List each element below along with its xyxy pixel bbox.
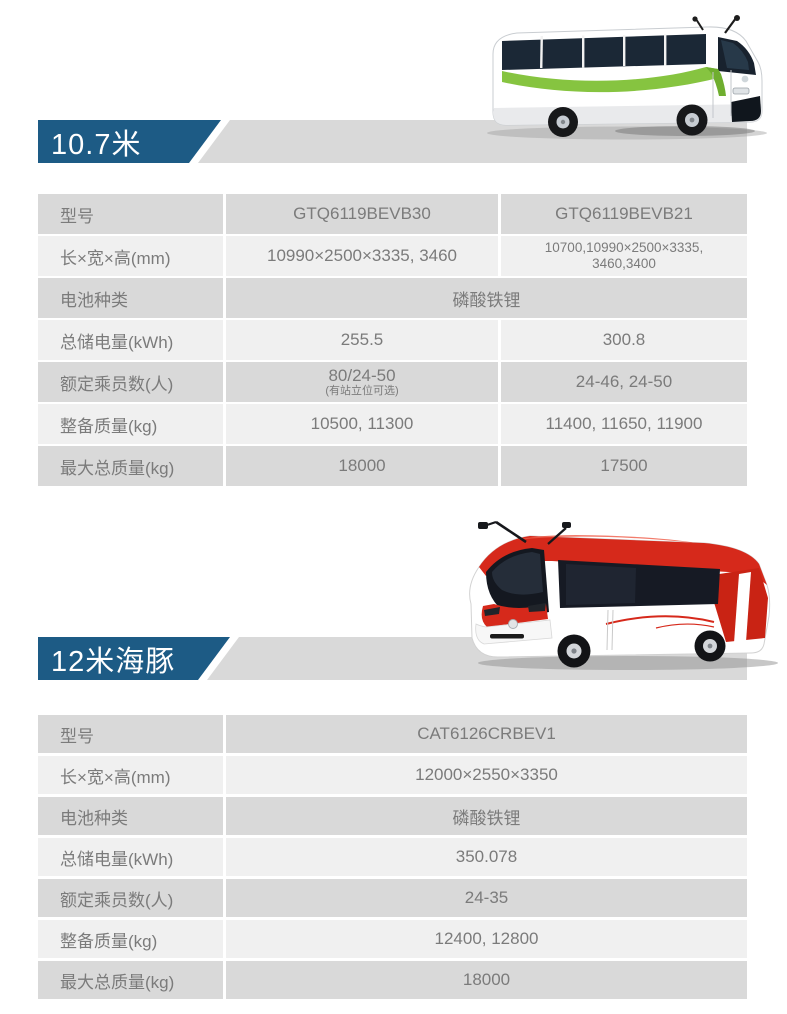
section-badge-12m: 12米海豚	[38, 637, 230, 680]
passengers-1-main: 80/24-50	[328, 365, 396, 385]
dimensions-2-value: 10700,10990×2500×3335, 3460,3400	[501, 236, 747, 276]
battery-type-value: 磷酸铁锂	[226, 797, 747, 835]
section-badge-10-7m: 10.7米	[38, 120, 221, 163]
row-label: 整备质量(kg)	[38, 920, 223, 958]
section-badge-label: 12米海豚	[51, 645, 176, 678]
model-1-value: GTQ6119BEVB30	[226, 194, 498, 234]
passengers-1-note: (有站立位可选)	[325, 385, 399, 398]
gross-weight-value: 18000	[226, 961, 747, 999]
table-row-passengers: 额定乘员数(人) 24-35	[38, 879, 747, 917]
battery-type-value: 磷酸铁锂	[226, 278, 747, 318]
row-label: 电池种类	[38, 797, 223, 835]
passengers-value: 24-35	[226, 879, 747, 917]
energy-1-value: 255.5	[226, 320, 498, 360]
dimensions-value: 12000×2550×3350	[226, 756, 747, 794]
energy-value: 350.078	[226, 838, 747, 876]
table-row-battery-type: 电池种类 磷酸铁锂	[38, 797, 747, 835]
table-row-curb-weight: 整备质量(kg) 10500, 11300 11400, 11650, 1190…	[38, 404, 747, 444]
model-value: CAT6126CRBEV1	[226, 715, 747, 753]
section-header-band-10-7m: 10.7米	[38, 120, 747, 163]
table-row-gross-weight: 最大总质量(kg) 18000	[38, 961, 747, 999]
table-row-dimensions: 长×宽×高(mm) 10990×2500×3335, 3460 10700,10…	[38, 236, 747, 276]
row-label: 最大总质量(kg)	[38, 446, 223, 486]
energy-2-value: 300.8	[501, 320, 747, 360]
curb-weight-value: 12400, 12800	[226, 920, 747, 958]
gross-weight-2-value: 17500	[501, 446, 747, 486]
row-label: 型号	[38, 715, 223, 753]
table-row-dimensions: 长×宽×高(mm) 12000×2550×3350	[38, 756, 747, 794]
table-row-curb-weight: 整备质量(kg) 12400, 12800	[38, 920, 747, 958]
dimensions-2-line1: 10700,10990×2500×3335,	[544, 240, 704, 256]
row-label: 型号	[38, 194, 223, 234]
gross-weight-1-value: 18000	[226, 446, 498, 486]
dimensions-2-line2: 3460,3400	[592, 256, 656, 271]
table-row-energy: 总储电量(kWh) 255.5 300.8	[38, 320, 747, 360]
table-row-passengers: 额定乘员数(人) 80/24-50 (有站立位可选) 24-46, 24-50	[38, 362, 747, 402]
curb-weight-2-value: 11400, 11650, 11900	[501, 404, 747, 444]
spec-table-12m: 型号 CAT6126CRBEV1 长×宽×高(mm) 12000×2550×33…	[38, 715, 747, 999]
row-label: 总储电量(kWh)	[38, 838, 223, 876]
table-row-gross-weight: 最大总质量(kg) 18000 17500	[38, 446, 747, 486]
spec-table-10-7m: 型号 GTQ6119BEVB30 GTQ6119BEVB21 长×宽×高(mm)…	[38, 194, 747, 486]
coach-bus-photo	[487, 15, 767, 140]
curb-weight-1-value: 10500, 11300	[226, 404, 498, 444]
row-label: 长×宽×高(mm)	[38, 236, 223, 276]
row-label: 总储电量(kWh)	[38, 320, 223, 360]
table-row-model: 型号 GTQ6119BEVB30 GTQ6119BEVB21	[38, 194, 747, 234]
city-bus-photo	[469, 520, 778, 670]
row-label: 整备质量(kg)	[38, 404, 223, 444]
passengers-2-value: 24-46, 24-50	[501, 362, 747, 402]
model-2-value: GTQ6119BEVB21	[501, 194, 747, 234]
passengers-1-value: 80/24-50 (有站立位可选)	[226, 362, 498, 402]
row-label: 长×宽×高(mm)	[38, 756, 223, 794]
row-label: 额定乘员数(人)	[38, 879, 223, 917]
row-label: 电池种类	[38, 278, 223, 318]
row-label: 最大总质量(kg)	[38, 961, 223, 999]
dimensions-1-value: 10990×2500×3335, 3460	[226, 236, 498, 276]
table-row-energy: 总储电量(kWh) 350.078	[38, 838, 747, 876]
header-gray-ribbon	[198, 120, 747, 163]
table-row-battery-type: 电池种类 磷酸铁锂	[38, 278, 747, 318]
section-badge-label: 10.7米	[51, 128, 142, 161]
table-row-model: 型号 CAT6126CRBEV1	[38, 715, 747, 753]
row-label: 额定乘员数(人)	[38, 362, 223, 402]
